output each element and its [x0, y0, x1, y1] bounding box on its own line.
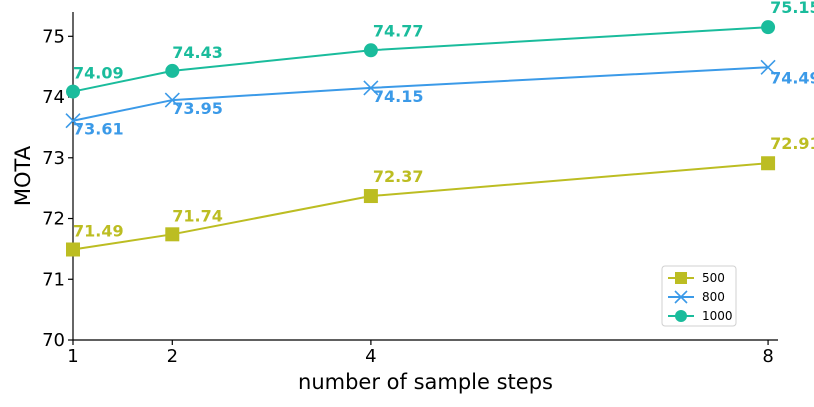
legend-item-800: 800: [668, 290, 725, 304]
y-tick-label: 70: [42, 330, 65, 351]
legend-label: 500: [702, 271, 725, 285]
legend-marker: [675, 272, 687, 284]
legend-label: 1000: [702, 309, 733, 323]
data-point: [363, 189, 378, 204]
data-label: 74.43: [172, 43, 223, 62]
data-point: [165, 63, 180, 78]
data-point: [760, 59, 776, 75]
y-ticks: 70 71 72 73 74 75: [42, 26, 73, 351]
data-point: [363, 80, 379, 96]
x-axis-title: number of sample steps: [298, 370, 553, 394]
y-tick-label: 75: [42, 26, 65, 47]
x-tick-label: 4: [365, 346, 376, 367]
series-line: [72, 66, 769, 122]
data-point: [66, 242, 80, 257]
legend-item-500: 500: [668, 271, 725, 285]
data-label: 73.61: [73, 120, 124, 139]
y-tick-label: 72: [42, 209, 65, 230]
data-label: 72.37: [373, 167, 424, 186]
x-tick-label: 8: [762, 346, 773, 367]
x-tick-label: 1: [67, 346, 78, 367]
series-1000: 74.09 74.43 74.77 75.15: [66, 0, 814, 99]
legend-label: 800: [702, 290, 725, 304]
series-line: [72, 26, 769, 93]
series-800: 73.61 73.95 74.15 74.49: [65, 59, 814, 139]
legend: 500 800 1000: [661, 265, 737, 327]
y-tick-label: 73: [42, 148, 65, 169]
series-line: [72, 162, 769, 251]
legend-item-1000: 1000: [668, 309, 733, 323]
data-point: [165, 227, 180, 242]
data-label: 74.77: [373, 21, 424, 40]
data-point: [363, 43, 378, 58]
data-label: 71.74: [172, 206, 223, 225]
data-point: [65, 113, 81, 129]
data-label: 75.15: [770, 0, 814, 17]
x-ticks: 1 2 4 8: [67, 340, 774, 367]
data-point: [66, 84, 80, 99]
legend-marker: [675, 310, 687, 322]
data-label: 74.15: [373, 87, 424, 106]
data-label: 74.49: [770, 68, 814, 87]
data-label: 71.49: [73, 221, 124, 240]
data-point: [761, 156, 776, 171]
y-axis-title: MOTA: [11, 145, 35, 206]
axes: [72, 12, 778, 341]
y-tick-label: 71: [42, 269, 65, 290]
series-layer: 71.49 71.74 72.37 72.91 73.61 73.95 74.15 74.49…: [65, 0, 814, 257]
series-500: 71.49 71.74 72.37 72.91: [66, 134, 814, 257]
y-tick-label: 74: [42, 87, 65, 108]
data-point: [164, 92, 180, 108]
legend-marker: [674, 290, 688, 304]
x-tick-label: 2: [167, 346, 178, 367]
data-point: [761, 20, 776, 35]
data-label: 74.09: [73, 64, 124, 83]
data-label: 73.95: [172, 99, 223, 118]
data-label: 72.91: [770, 134, 814, 153]
